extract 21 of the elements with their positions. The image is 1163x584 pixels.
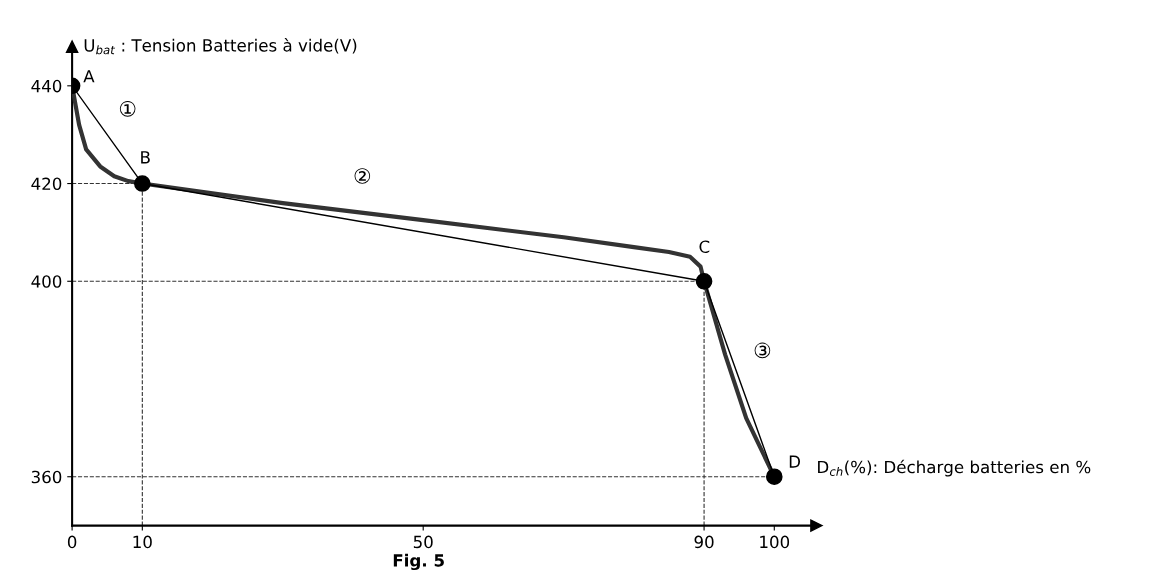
y-tick-label: 420	[31, 177, 62, 191]
y-axis-title: U$_{bat}$ : Tension Batteries à vide(V)	[84, 38, 357, 55]
x-tick-label: 0	[67, 535, 77, 549]
y-tick-label: 400	[31, 275, 62, 288]
x-axis-title: D$_{ch}$(%): Décharge batteries en %	[818, 459, 1091, 477]
y-tick-label: 440	[31, 79, 62, 93]
text: Fig. 5	[393, 553, 444, 571]
point	[695, 272, 713, 290]
annotation: ③	[754, 342, 771, 359]
annotation: ②	[354, 168, 371, 184]
annotation: ①	[119, 101, 136, 117]
x-tick-label: 50	[413, 535, 433, 549]
x-tick-label: 100	[760, 535, 790, 549]
annotation: B	[141, 151, 150, 164]
point	[765, 468, 783, 486]
y-tick-label: 360	[31, 470, 62, 484]
x-tick-label: 90	[694, 535, 714, 549]
annotation: A	[83, 70, 95, 83]
annotation: C	[699, 240, 710, 254]
x-tick-label: 10	[133, 535, 152, 549]
annotation: D	[789, 455, 801, 468]
